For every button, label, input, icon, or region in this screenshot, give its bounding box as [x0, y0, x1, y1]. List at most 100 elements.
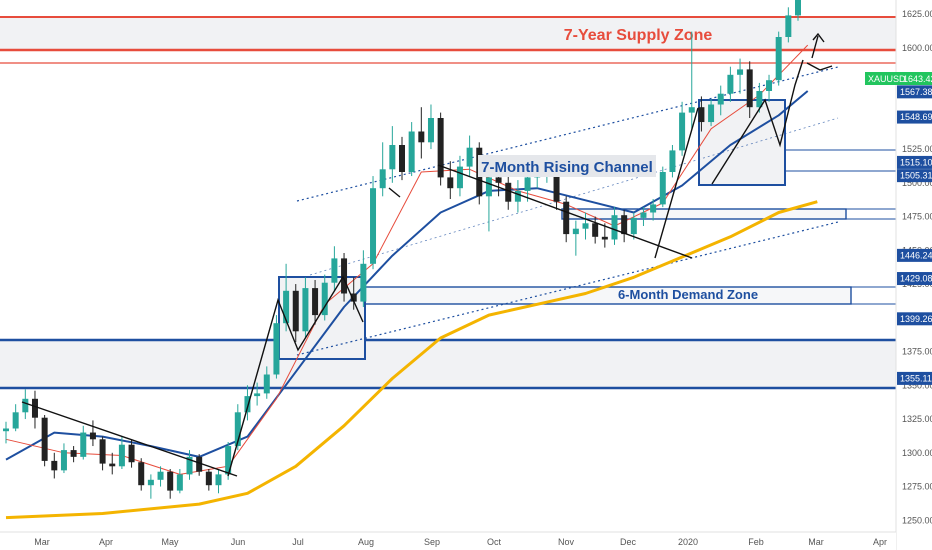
demand-zone-label: 6-Month Demand Zone — [618, 287, 758, 302]
candle — [41, 415, 48, 467]
candle — [205, 469, 212, 491]
candle — [12, 404, 19, 432]
candle — [572, 220, 579, 256]
price-level-value: 1567.38 — [900, 87, 932, 97]
candle — [679, 101, 686, 156]
current-price-tag: XAUUSD 1643.42 — [865, 72, 932, 85]
candle — [456, 155, 463, 197]
time-tick-label: Mar — [34, 537, 50, 547]
price-tick-label: 1325.00 — [902, 414, 932, 424]
candle — [273, 315, 280, 379]
candles — [3, 0, 801, 499]
candle — [708, 99, 715, 127]
candle — [196, 454, 203, 476]
time-tick-label: Aug — [358, 537, 374, 547]
time-tick-label: Dec — [620, 537, 637, 547]
price-level-tag: 1505.31 — [897, 169, 932, 183]
candle — [727, 66, 734, 102]
time-tick-label: Nov — [558, 537, 575, 547]
time-tick-label: Jul — [292, 537, 304, 547]
current-price-symbol: XAUUSD — [868, 74, 906, 84]
time-tick-label: Oct — [487, 537, 502, 547]
candle — [3, 421, 9, 444]
price-tick-label: 1475.00 — [902, 212, 932, 222]
ma-mid-line — [5, 90, 809, 461]
time-axis — [0, 532, 896, 550]
candle — [505, 174, 512, 210]
channel-label: 7-Month Rising Channel — [481, 159, 653, 176]
candle — [601, 223, 608, 248]
candle — [717, 85, 724, 116]
candle — [157, 466, 164, 487]
candle — [640, 207, 647, 226]
time-tick-label: Jun — [231, 537, 246, 547]
supply-zone-label: 7-Year Supply Zone — [564, 27, 713, 44]
price-level-tag: 1429.08 — [897, 272, 932, 286]
time-tick-label: Apr — [873, 537, 887, 547]
candle — [312, 280, 319, 325]
candle — [109, 452, 116, 475]
candle — [244, 385, 251, 421]
price-level-value: 1355.11 — [900, 373, 932, 383]
time-tick-label: 2020 — [678, 537, 698, 547]
price-level-tag: 1446.24 — [897, 248, 932, 262]
candle — [563, 196, 570, 243]
time-axis-ticks: Mar Apr May Jun Jul Aug Sep Oct Nov Dec 2020 Feb Mar… — [34, 537, 887, 547]
candle — [669, 145, 676, 178]
candle — [360, 250, 367, 307]
candle — [350, 277, 357, 310]
price-tick-label: 1375.00 — [902, 347, 932, 357]
support-band — [0, 338, 896, 390]
candle — [659, 166, 666, 208]
price-level-value: 1429.08 — [900, 274, 932, 284]
candle — [485, 166, 492, 232]
time-tick-label: Sep — [424, 537, 440, 547]
candle — [408, 122, 415, 177]
candle — [80, 425, 87, 460]
candle — [254, 382, 261, 406]
candle — [427, 104, 434, 150]
candle — [370, 176, 377, 270]
candle — [795, 0, 801, 21]
price-tick-label: 1500.00 — [902, 178, 932, 188]
candle — [292, 284, 299, 343]
price-tick-label: 1350.00 — [902, 380, 932, 390]
candle — [746, 61, 753, 118]
candle — [167, 469, 174, 499]
candle — [331, 246, 338, 291]
candle — [99, 436, 106, 471]
candle — [582, 212, 589, 240]
candle — [147, 474, 154, 499]
price-level-tag: 1355.11 — [897, 371, 932, 385]
price-tick-label: 1300.00 — [902, 448, 932, 458]
candle — [89, 420, 96, 447]
candle — [630, 212, 637, 240]
time-tick-label: Mar — [808, 537, 824, 547]
trend-lines — [21, 32, 833, 477]
candle — [321, 274, 328, 321]
candle — [737, 58, 744, 94]
price-level-value: 1399.26 — [900, 314, 932, 324]
candle — [399, 136, 405, 181]
candle — [650, 199, 657, 221]
price-tick-label: 1600.00 — [902, 43, 932, 53]
price-tick-label: 1525.00 — [902, 144, 932, 154]
candle — [215, 469, 222, 494]
candle — [447, 161, 454, 199]
candle — [379, 142, 386, 197]
candle — [466, 135, 473, 177]
candle — [437, 112, 444, 186]
time-tick-label: Apr — [99, 537, 113, 547]
price-level-value: 1548.69 — [900, 112, 932, 122]
supply-zone: 7-Year Supply Zone — [0, 16, 896, 64]
demand-zone: 6-Month Demand Zone — [360, 286, 896, 305]
candle — [766, 74, 773, 102]
candle — [70, 446, 77, 463]
price-level-value: 1515.10 — [900, 157, 932, 167]
candle — [621, 209, 628, 243]
candle — [514, 180, 521, 213]
candle — [592, 216, 599, 244]
candle — [418, 107, 425, 159]
